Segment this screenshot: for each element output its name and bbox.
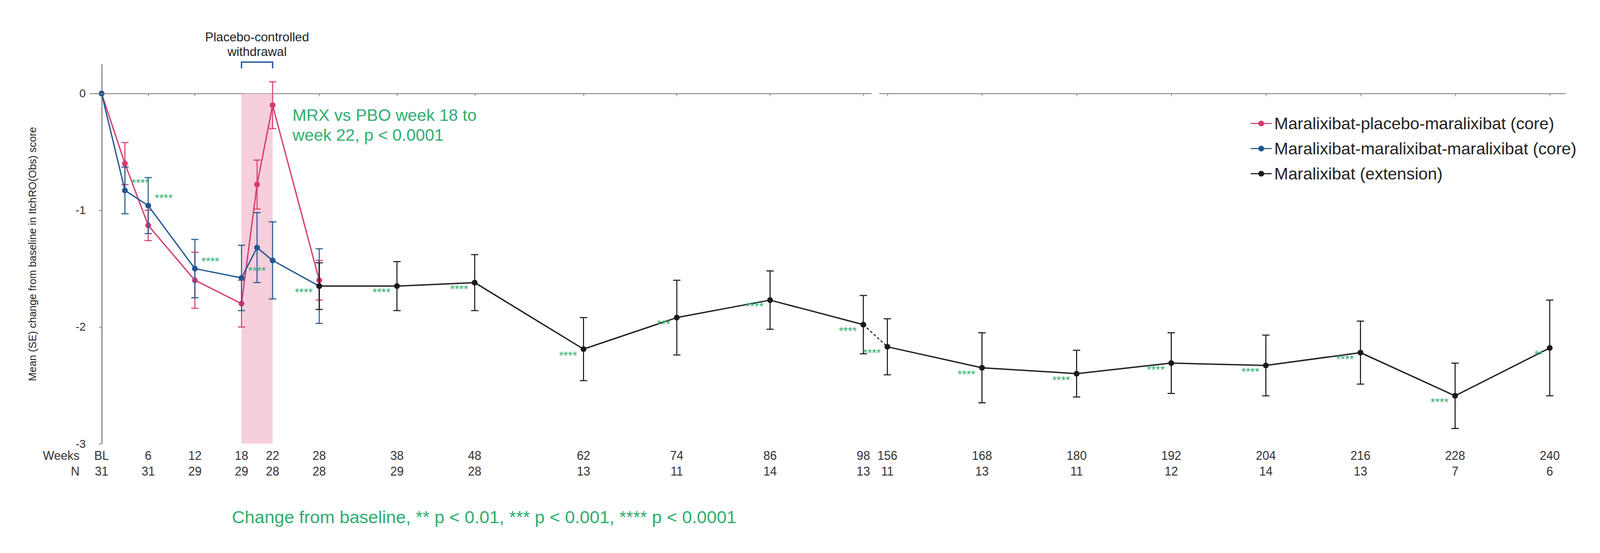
svg-text:38: 38	[390, 448, 404, 463]
svg-text:98: 98	[856, 448, 871, 463]
svg-text:Maralixibat (extension): Maralixibat (extension)	[1274, 164, 1443, 184]
svg-text:29: 29	[234, 464, 249, 478]
svg-text:Placebo-controlled: Placebo-controlled	[204, 29, 310, 44]
svg-text:13: 13	[856, 464, 871, 478]
svg-text:****: ****	[1052, 373, 1071, 387]
svg-text:28: 28	[467, 464, 482, 478]
svg-text:204: 204	[1255, 448, 1277, 463]
svg-text:withdrawal: withdrawal	[226, 44, 287, 59]
svg-text:18: 18	[234, 448, 249, 463]
svg-text:14: 14	[1259, 464, 1273, 478]
svg-text:29: 29	[188, 464, 202, 478]
svg-text:74: 74	[670, 448, 684, 463]
svg-text:28: 28	[312, 464, 327, 478]
svg-text:-1: -1	[75, 203, 86, 217]
svg-text:****: ****	[838, 324, 857, 338]
svg-text:****: ****	[154, 191, 174, 205]
svg-text:****: ****	[745, 299, 764, 313]
svg-text:Weeks: Weeks	[42, 448, 80, 463]
svg-text:48: 48	[467, 448, 482, 463]
svg-text:-3: -3	[75, 437, 86, 451]
svg-text:**: **	[1534, 347, 1544, 361]
svg-text:****: ****	[1430, 395, 1449, 409]
svg-text:Maralixibat-placebo-maralixiba: Maralixibat-placebo-maralixibat (core)	[1274, 113, 1554, 133]
svg-text:Maralixibat-maralixibat-marali: Maralixibat-maralixibat-maralixibat (cor…	[1274, 139, 1577, 158]
svg-text:****: ****	[247, 264, 267, 278]
svg-text:Change from baseline, ** p < 0: Change from baseline, ** p < 0.01, *** p…	[232, 506, 737, 527]
svg-text:13: 13	[576, 464, 591, 478]
svg-text:216: 216	[1350, 448, 1371, 463]
svg-text:0: 0	[79, 86, 86, 100]
svg-text:31: 31	[95, 464, 109, 478]
svg-text:156: 156	[877, 448, 898, 463]
svg-text:12: 12	[188, 448, 202, 463]
svg-text:240: 240	[1539, 448, 1560, 463]
svg-text:86: 86	[763, 448, 777, 463]
svg-text:180: 180	[1066, 448, 1087, 463]
svg-text:6: 6	[144, 448, 152, 463]
svg-text:****: ****	[131, 176, 150, 190]
svg-text:****: ****	[957, 367, 976, 381]
svg-text:N: N	[70, 464, 80, 478]
svg-text:13: 13	[1353, 464, 1368, 478]
svg-text:168: 168	[972, 448, 992, 463]
svg-text:****: ****	[450, 282, 469, 296]
svg-text:-2: -2	[75, 320, 86, 334]
svg-text:****: ****	[558, 348, 578, 362]
svg-text:28: 28	[266, 464, 280, 478]
svg-text:11: 11	[670, 464, 683, 478]
svg-text:228: 228	[1445, 448, 1466, 463]
svg-text:22: 22	[266, 448, 280, 463]
svg-text:31: 31	[141, 464, 156, 478]
svg-text:11: 11	[881, 464, 894, 478]
svg-text:29: 29	[390, 464, 404, 478]
svg-text:****: ****	[294, 285, 314, 299]
svg-text:62: 62	[576, 448, 591, 463]
svg-text:6: 6	[1546, 464, 1553, 478]
svg-text:****: ****	[1335, 352, 1355, 366]
svg-text:12: 12	[1164, 464, 1179, 478]
svg-text:****: ****	[372, 285, 391, 299]
svg-text:192: 192	[1161, 448, 1182, 463]
svg-text:7: 7	[1451, 464, 1459, 478]
svg-text:14: 14	[763, 464, 777, 478]
svg-text:11: 11	[1070, 464, 1083, 478]
svg-text:****: ****	[201, 254, 220, 268]
svg-text:****: ****	[1241, 364, 1260, 379]
svg-text:***: ***	[656, 317, 671, 331]
svg-text:Mean (SE) change from baseline: Mean (SE) change from baseline in ItchRO…	[26, 127, 39, 382]
svg-text:28: 28	[312, 448, 327, 463]
svg-text:BL: BL	[94, 448, 109, 463]
svg-text:13: 13	[975, 464, 989, 478]
svg-text:week 22, p < 0.0001: week 22, p < 0.0001	[291, 125, 444, 145]
svg-text:****: ****	[1146, 362, 1165, 376]
svg-text:****: ****	[862, 346, 882, 360]
svg-text:MRX vs PBO week 18 to: MRX vs PBO week 18 to	[292, 105, 477, 125]
